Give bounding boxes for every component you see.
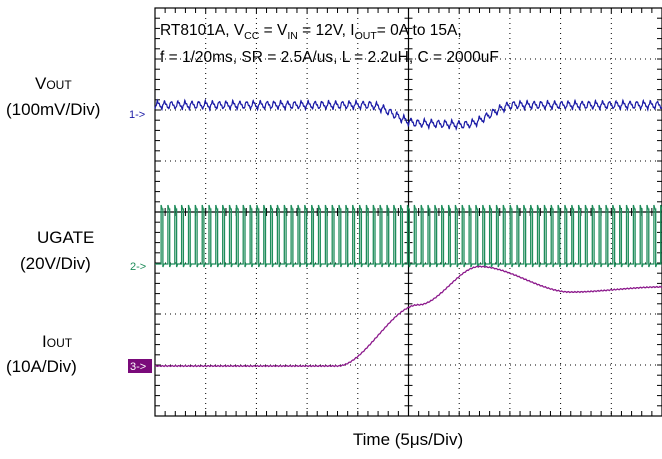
ugate-scale-label: (20V/Div) (20, 254, 91, 273)
title-line-1: RT8101A, VCC = VIN = 12V, IOUT= 0A to 15… (160, 22, 462, 42)
ugate-label: UGATE (37, 228, 94, 247)
vout-scale-label: (100mV/Div) (6, 100, 100, 119)
x-axis-label: Time (5μs/Div) (353, 430, 463, 449)
iout-label: IOUT (42, 332, 73, 351)
vout-trace (154, 98, 662, 132)
iout-scale-label: (10A/Div) (6, 357, 77, 376)
channel-3-marker: 3-> (130, 361, 146, 373)
channel-2-marker: 2-> (130, 261, 146, 273)
ugate-trace (155, 204, 662, 268)
channel-3-marker-bg (128, 359, 152, 373)
iout-trace (154, 265, 662, 368)
title-line-2: f = 1/20ms, SR = 2.5A/us, L = 2.2uH, C =… (160, 49, 499, 66)
vout-label: VOUT (35, 74, 72, 93)
channel-1-marker: 1-> (129, 109, 145, 121)
